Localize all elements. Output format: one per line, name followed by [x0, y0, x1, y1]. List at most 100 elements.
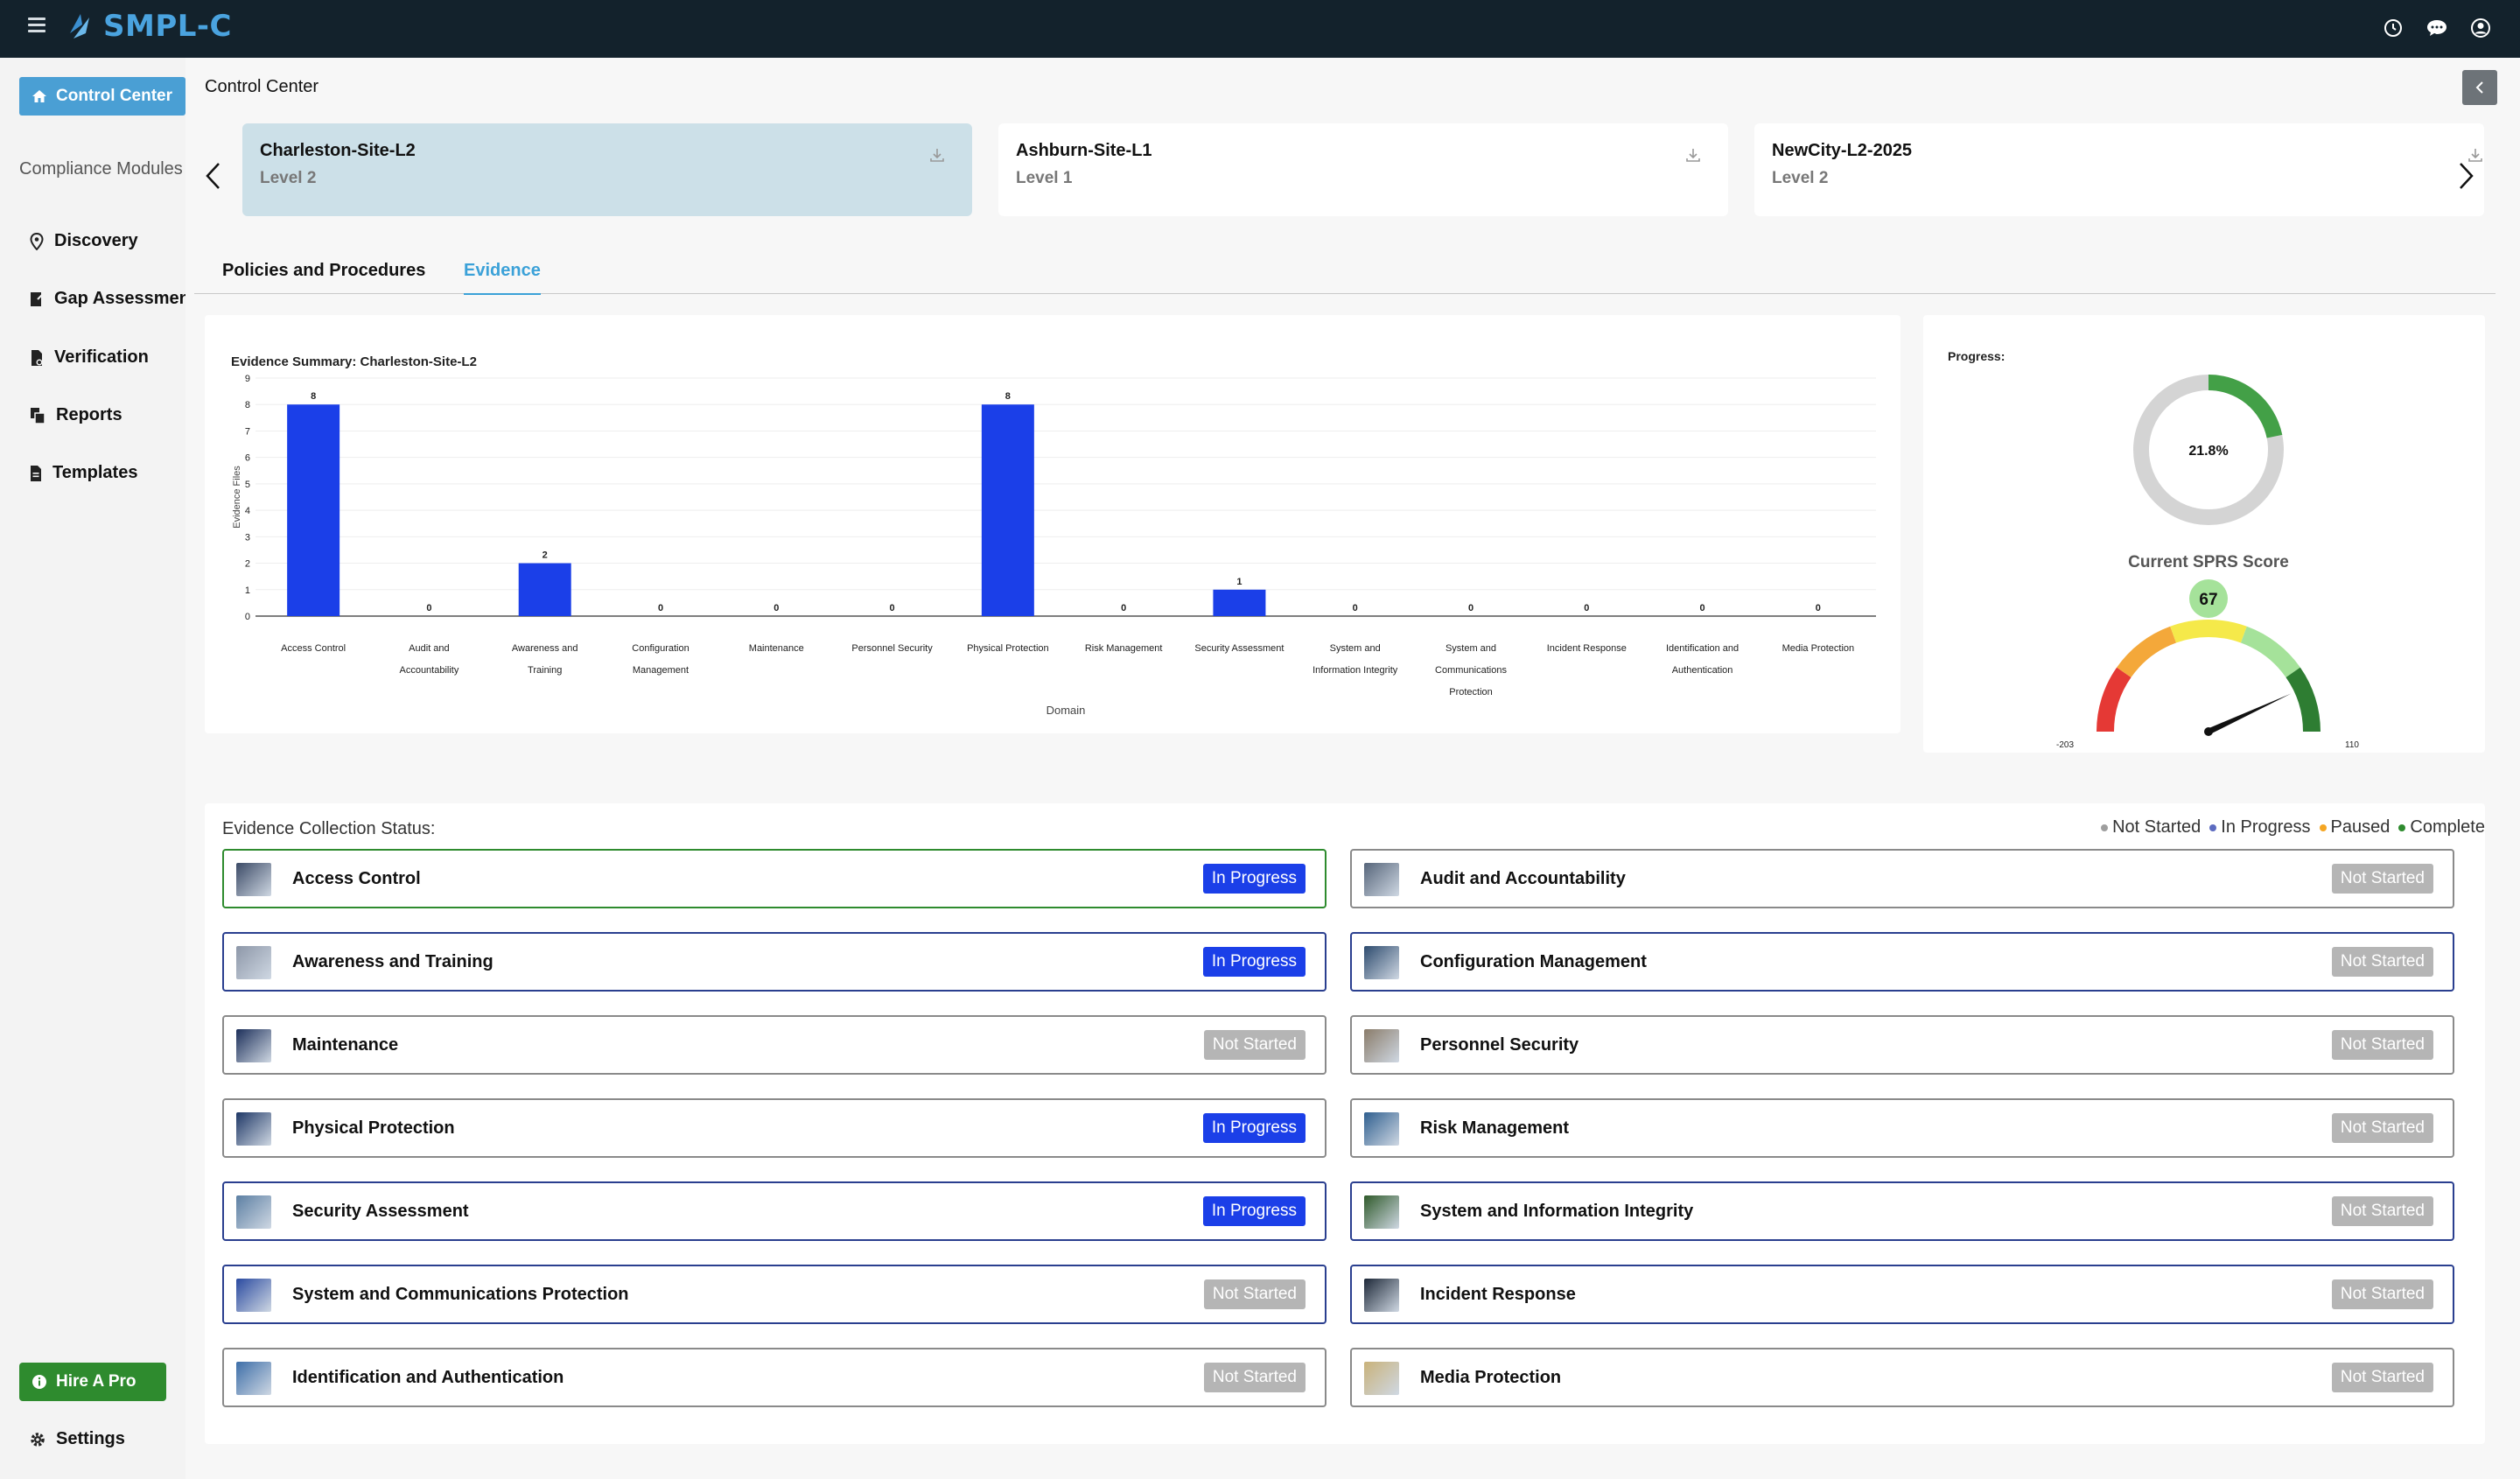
gauge-min-label: -203	[2056, 740, 2074, 750]
domain-name: Physical Protection	[292, 1118, 455, 1138]
gear-icon	[31, 1432, 45, 1447]
legend-label: Paused	[2330, 817, 2390, 837]
download-icon[interactable]	[2467, 146, 2484, 168]
x-tick-label: Identification and	[1666, 643, 1739, 654]
chart-title: Evidence Summary: Charleston-Site-L2	[231, 354, 477, 369]
site-name: Ashburn-Site-L1	[1016, 141, 1152, 160]
tab-policies-and-procedures[interactable]: Policies and Procedures	[222, 261, 426, 280]
domain-name: Configuration Management	[1420, 952, 1647, 971]
sidebar-item-verification[interactable]: Verification	[30, 347, 149, 368]
domain-status-item[interactable]: Personnel Security Not Started	[1350, 1015, 2454, 1075]
chevron-left-icon	[206, 163, 220, 189]
menu-icon[interactable]	[28, 18, 46, 35]
gauge-segment	[2117, 626, 2177, 678]
account-icon[interactable]	[2468, 15, 2494, 41]
domain-thumbnail	[1364, 1029, 1399, 1062]
domain-thumbnail	[236, 1029, 271, 1062]
legend-dot	[2101, 824, 2109, 831]
domain-status-item[interactable]: Risk Management Not Started	[1350, 1098, 2454, 1158]
x-tick-label: Management	[633, 665, 689, 676]
sidebar-item-gap-assessment[interactable]: Gap Assessment	[30, 289, 196, 309]
status-badge: In Progress	[1202, 1113, 1306, 1143]
x-tick-label: Configuration	[632, 643, 689, 654]
x-tick-label: System and	[1330, 643, 1381, 654]
legend-item-in-progress: In Progress	[2209, 817, 2311, 838]
reports-icon	[31, 407, 46, 424]
sidebar-item-reports[interactable]: Reports	[30, 405, 122, 425]
sidebar-item-label: Discovery	[54, 231, 138, 250]
y-tick-label: 8	[245, 400, 250, 410]
legend-item-complete: Complete	[2398, 817, 2485, 838]
domain-thumbnail	[1364, 1112, 1399, 1146]
sidebar-item-templates[interactable]: Templates	[30, 463, 137, 483]
sidebar-item-settings[interactable]: Settings	[30, 1429, 125, 1449]
domain-status-item[interactable]: Security Assessment In Progress	[222, 1181, 1326, 1241]
main-content: Control Center Charleston-Site-L2 Level …	[186, 58, 2520, 1479]
x-tick-label: Personnel Security	[851, 643, 933, 654]
top-bar: SMPL-C	[0, 0, 2520, 58]
domain-status-item[interactable]: Awareness and Training In Progress	[222, 932, 1326, 992]
bar-value-label: 0	[1700, 603, 1705, 613]
x-tick-label: Physical Protection	[967, 643, 1049, 654]
history-icon[interactable]	[2380, 15, 2406, 41]
domain-thumbnail	[236, 946, 271, 979]
domain-thumbnail	[236, 1362, 271, 1395]
bar-value-label: 2	[542, 550, 548, 561]
domain-name: Risk Management	[1420, 1118, 1570, 1138]
gauge-segment	[2240, 626, 2300, 678]
bar-value-label: 0	[426, 603, 431, 613]
clipboard-edit-icon	[31, 291, 44, 306]
hire-a-pro-button[interactable]: Hire A Pro	[19, 1363, 166, 1401]
domain-name: Identification and Authentication	[292, 1368, 564, 1387]
chat-icon[interactable]	[2424, 15, 2450, 41]
domain-name: Awareness and Training	[292, 952, 494, 971]
domain-name: Incident Response	[1420, 1285, 1576, 1304]
domain-status-item[interactable]: Identification and Authentication Not Sta…	[222, 1348, 1326, 1407]
domain-status-item[interactable]: Configuration Management Not Started	[1350, 932, 2454, 992]
y-tick-label: 7	[245, 426, 250, 437]
bar-value-label: 0	[1353, 603, 1358, 613]
status-badge: In Progress	[1202, 1196, 1306, 1226]
status-badge: Not Started	[1203, 1030, 1306, 1060]
carousel-next-button[interactable]	[2457, 161, 2476, 195]
domain-status-item[interactable]: Incident Response Not Started	[1350, 1265, 2454, 1324]
download-icon[interactable]	[928, 146, 946, 168]
domain-status-item[interactable]: Access Control In Progress	[222, 849, 1326, 908]
site-card[interactable]: NewCity-L2-2025 Level 2	[1754, 123, 2484, 216]
download-icon[interactable]	[1684, 146, 1702, 168]
evidence-summary-chart: Evidence Summary: Charleston-Site-L2 Evid…	[231, 354, 1876, 717]
domain-status-item[interactable]: System and Information Integrity Not Star…	[1350, 1181, 2454, 1241]
x-tick-label: Information Integrity	[1312, 665, 1398, 676]
status-badge: In Progress	[1202, 947, 1306, 977]
x-tick-label: Accountability	[399, 665, 458, 676]
app-logo[interactable]: SMPL-C	[63, 9, 232, 44]
tab-evidence[interactable]: Evidence	[464, 261, 541, 295]
collapse-panel-button[interactable]	[2462, 70, 2497, 105]
x-tick-label: Protection	[1449, 687, 1493, 697]
compliance-modules-label: Compliance Modules	[19, 159, 183, 179]
legend-label: In Progress	[2221, 817, 2311, 837]
site-card[interactable]: Charleston-Site-L2 Level 2	[242, 123, 972, 216]
control-center-button[interactable]: Control Center	[19, 77, 186, 116]
domain-status-item[interactable]: Media Protection Not Started	[1350, 1348, 2454, 1407]
domain-name: System and Communications Protection	[292, 1285, 629, 1304]
hire-a-pro-label: Hire A Pro	[56, 1372, 136, 1391]
gauge-segment	[2286, 667, 2320, 732]
tab-bar: Policies and Procedures Evidence	[194, 242, 2496, 295]
carousel-prev-button[interactable]	[203, 161, 222, 195]
control-center-label: Control Center	[56, 87, 172, 105]
progress-arc	[2133, 375, 2284, 525]
domain-status-item[interactable]: Physical Protection In Progress	[222, 1098, 1326, 1158]
domain-status-item[interactable]: Audit and Accountability Not Started	[1350, 849, 2454, 908]
bar-value-label: 0	[1468, 603, 1474, 613]
domain-thumbnail	[1364, 863, 1399, 896]
domain-status-item[interactable]: System and Communications Protection Not …	[222, 1265, 1326, 1324]
home-icon	[32, 90, 46, 102]
gauge-hub	[2204, 727, 2213, 736]
domain-thumbnail	[1364, 946, 1399, 979]
sidebar-item-discovery[interactable]: Discovery	[30, 231, 138, 251]
domain-status-item[interactable]: Maintenance Not Started	[222, 1015, 1326, 1075]
y-tick-label: 3	[245, 532, 250, 543]
x-tick-label: System and	[1446, 643, 1496, 654]
site-card[interactable]: Ashburn-Site-L1 Level 1	[998, 123, 1728, 216]
